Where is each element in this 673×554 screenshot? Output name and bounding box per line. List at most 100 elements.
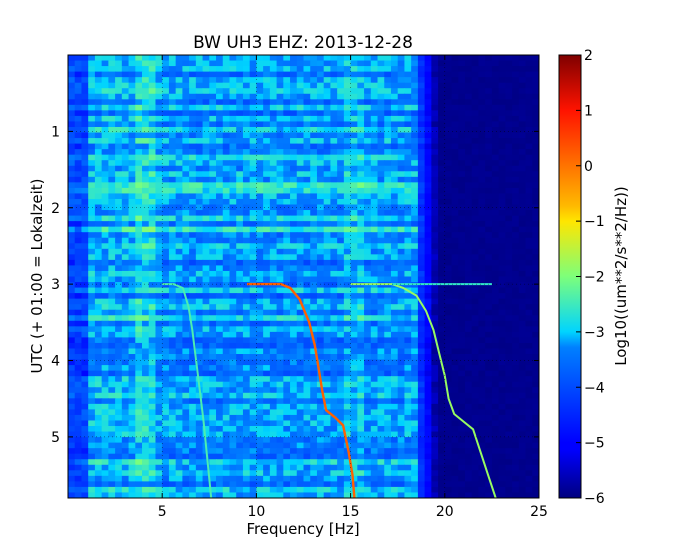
heatmap-cell	[283, 243, 291, 250]
heatmap-cell	[337, 387, 345, 394]
heatmap-cell	[142, 243, 150, 250]
heatmap-cell	[81, 426, 89, 433]
heatmap-cell	[330, 198, 338, 206]
heatmap-cell	[222, 165, 231, 172]
heatmap-cell	[370, 60, 379, 67]
heatmap-cell	[256, 254, 264, 261]
heatmap-cell	[343, 71, 352, 78]
heatmap-cell	[485, 176, 493, 183]
heatmap-cell	[115, 121, 123, 128]
heatmap-cell	[505, 160, 513, 167]
heatmap-cell	[458, 348, 466, 355]
heatmap-cell	[189, 448, 197, 455]
heatmap-cell	[168, 88, 177, 95]
heatmap-cell	[101, 232, 109, 239]
heatmap-cell	[94, 376, 103, 383]
heatmap-cell	[81, 331, 89, 339]
heatmap-cell	[337, 99, 345, 106]
heatmap-cell	[202, 365, 210, 372]
heatmap-cell	[411, 392, 419, 399]
heatmap-cell	[296, 226, 305, 233]
heatmap-cell	[81, 226, 89, 233]
heatmap-cell	[438, 270, 446, 278]
heatmap-cell	[411, 60, 419, 67]
heatmap-cell	[121, 392, 130, 399]
heatmap-cell	[471, 387, 480, 394]
heatmap-cell	[458, 154, 466, 161]
heatmap-cell	[451, 370, 459, 377]
heatmap-cell	[68, 149, 76, 156]
heatmap-cell	[303, 165, 311, 172]
heatmap-cell	[451, 154, 459, 161]
heatmap-cell	[216, 149, 224, 156]
heatmap-cell	[182, 448, 190, 455]
heatmap-cell	[343, 370, 352, 377]
heatmap-cell	[222, 348, 231, 355]
heatmap-cell	[384, 420, 392, 427]
heatmap-cell	[162, 132, 170, 139]
heatmap-cell	[135, 392, 143, 399]
heatmap-cell	[337, 149, 345, 156]
heatmap-cell	[155, 126, 163, 134]
heatmap-cell	[411, 165, 419, 172]
heatmap-cell	[438, 326, 446, 333]
heatmap-cell	[485, 232, 493, 239]
heatmap-cell	[343, 326, 352, 333]
heatmap-cell	[370, 337, 379, 344]
heatmap-cell	[498, 126, 506, 134]
heatmap-cell	[202, 143, 210, 150]
heatmap-cell	[404, 270, 412, 278]
heatmap-cell	[101, 237, 109, 244]
heatmap-cell	[121, 126, 130, 134]
heatmap-cell	[424, 403, 432, 410]
heatmap-cell	[229, 348, 237, 355]
heatmap-cell	[115, 403, 123, 410]
heatmap-cell	[404, 82, 412, 89]
heatmap-cell	[525, 348, 533, 355]
heatmap-cell	[458, 293, 466, 300]
heatmap-cell	[370, 287, 379, 294]
heatmap-cell	[330, 354, 338, 361]
heatmap-cell	[162, 55, 170, 62]
heatmap-cell	[390, 204, 399, 211]
heatmap-cell	[269, 143, 278, 150]
heatmap-cell	[202, 176, 210, 183]
heatmap-cell	[370, 176, 379, 183]
heatmap-cell	[135, 254, 143, 261]
heatmap-cell	[451, 149, 459, 156]
heatmap-cell	[135, 154, 143, 161]
heatmap-cell	[168, 154, 177, 161]
heatmap-cell	[397, 193, 406, 200]
heatmap-cell	[431, 442, 439, 449]
heatmap-cell	[81, 88, 89, 95]
heatmap-cell	[182, 154, 190, 161]
heatmap-cell	[478, 420, 486, 427]
heatmap-cell	[189, 77, 197, 84]
heatmap-cell	[350, 99, 358, 106]
heatmap-cell	[88, 282, 96, 289]
heatmap-cell	[283, 187, 291, 195]
heatmap-cell	[142, 392, 150, 399]
heatmap-cell	[155, 237, 163, 244]
heatmap-cell	[296, 99, 305, 106]
heatmap-cell	[121, 442, 130, 449]
heatmap-cell	[168, 354, 177, 361]
heatmap-cell	[505, 71, 513, 78]
heatmap-cell	[222, 248, 231, 255]
heatmap-cell	[417, 426, 426, 433]
heatmap-cell	[155, 320, 163, 327]
heatmap-cell	[236, 110, 244, 117]
heatmap-cell	[424, 93, 432, 100]
heatmap-cell	[229, 71, 237, 78]
heatmap-cell	[162, 138, 170, 145]
heatmap-cell	[370, 198, 379, 206]
heatmap-cell	[269, 71, 278, 78]
heatmap-cell	[310, 248, 318, 255]
heatmap-cell	[269, 254, 278, 261]
heatmap-cell	[364, 237, 372, 244]
heatmap-cell	[485, 442, 493, 449]
heatmap-cell	[370, 71, 379, 78]
heatmap-cell	[377, 71, 385, 78]
heatmap-cell	[357, 315, 365, 322]
heatmap-cell	[202, 171, 210, 178]
